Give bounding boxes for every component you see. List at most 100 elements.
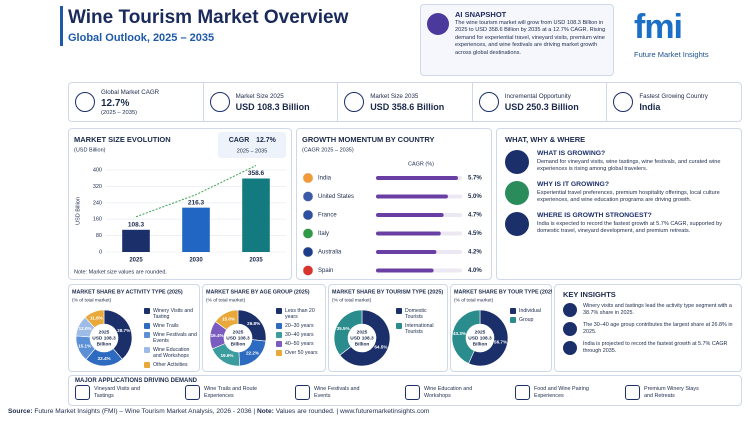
value-label: 4.2% xyxy=(468,250,482,256)
donut-chart: MARKET SHARE BY TOURISM TYPE (2025) (% of… xyxy=(332,289,443,367)
donut-chart: MARKET SHARE BY AGE GROUP (2025) (% of to… xyxy=(206,289,310,367)
legend-swatch xyxy=(144,362,150,368)
cagr-label: CAGR xyxy=(229,137,250,144)
value-label: 4.7% xyxy=(468,213,482,219)
kpi-value: USD 108.3 Billion xyxy=(235,101,310,112)
legend-swatch xyxy=(510,308,516,314)
legend-label: Winery Visits and Tasting xyxy=(153,308,193,320)
kpi-note: (2025 – 2035) xyxy=(101,109,138,116)
bar-value-label: 108.3 xyxy=(128,222,145,229)
flag-icon xyxy=(302,172,314,184)
key-insights: KEY INSIGHTS Winery visits and tastings … xyxy=(554,284,742,372)
donut-slice xyxy=(84,309,105,329)
chart-title: GROWTH MOMENTUM BY COUNTRY xyxy=(302,135,435,144)
bar xyxy=(242,178,270,252)
value-label: 5.7% xyxy=(468,176,482,182)
center-label: Billion xyxy=(231,341,246,347)
kpi-value: USD 250.3 Billion xyxy=(504,101,579,112)
legend-label: Wine Festivals and Events xyxy=(153,332,197,344)
slice-label: 22.4% xyxy=(98,356,111,361)
kpi-label: Market Size 2025 xyxy=(235,92,284,100)
y-tick-label: 160 xyxy=(93,217,102,223)
page-subtitle: Global Outlook, 2025 – 2035 xyxy=(68,32,215,44)
slice-label: 12.0% xyxy=(79,326,92,331)
chart-subtitle: (% of total market) xyxy=(332,297,372,303)
market-size-chart: MARKET SIZE EVOLUTION (USD Billion) CAGR 12… xyxy=(74,132,286,275)
legend-swatch xyxy=(510,317,516,323)
slice-label: 43.3% xyxy=(453,331,466,336)
item-text: WHY IS IT GROWING? Experiential travel pr… xyxy=(537,181,733,205)
kpi-label: Market Size 2035 xyxy=(370,92,419,100)
legend-label: 20–30 years xyxy=(285,323,314,329)
legend-swatch xyxy=(276,332,282,338)
legend-item: Domestic Tourists xyxy=(396,308,445,320)
legend-swatch xyxy=(276,323,282,329)
legend-swatch xyxy=(396,323,402,329)
bar xyxy=(376,268,434,273)
donut-chart: MARKET SHARE BY ACTIVITY TYPE (2025) (% o… xyxy=(72,289,183,367)
center-label: 2025 xyxy=(233,329,244,335)
legend-item: Wine Trails xyxy=(144,323,197,329)
y-tick-label: 240 xyxy=(93,200,102,206)
item-text: WHAT IS GROWING? Demand for vineyard visi… xyxy=(537,150,733,174)
donut-slice xyxy=(214,309,239,331)
application-icon xyxy=(515,385,530,400)
footer-source-label: Source: xyxy=(8,408,33,415)
kpi-icon xyxy=(478,92,499,112)
bar xyxy=(376,231,441,236)
application-icon xyxy=(625,385,640,400)
donut-slice xyxy=(451,309,481,364)
legend-swatch xyxy=(276,350,282,356)
kpi-text: Fastest Growing Country India xyxy=(639,93,707,112)
kpi-label: Fastest Growing Country xyxy=(639,92,708,100)
cagr-value: 12.7% xyxy=(256,137,277,144)
legend-item: 20–30 years xyxy=(276,323,323,329)
chart-note: Note: Market size values are rounded. xyxy=(74,269,167,275)
ai-text: The wine tourism market will grow from U… xyxy=(455,20,606,56)
footer-note-label: Note: xyxy=(256,408,274,415)
chart-subtitle: (% of total market) xyxy=(454,297,494,303)
trend-arrow xyxy=(135,165,257,218)
kpi-icon xyxy=(75,92,95,112)
flag-icon xyxy=(302,246,314,258)
slice-label: 15.1% xyxy=(78,343,91,348)
insight-item: WHAT IS GROWING? Demand for vineyard visi… xyxy=(505,150,733,174)
slice-label: 19.6% xyxy=(220,353,233,358)
donut-slice xyxy=(468,309,509,367)
legend-swatch xyxy=(144,332,150,338)
chart-title: MARKET SHARE BY TOURISM TYPE (2025) xyxy=(332,289,443,295)
application-icon xyxy=(295,385,310,400)
logo-mark: fmi xyxy=(634,8,683,46)
legend-item: Individual xyxy=(510,308,549,314)
legend-label: Wine Trails xyxy=(153,323,179,329)
kpi: Market Size 2025 USD 108.3 Billion xyxy=(202,83,338,121)
section-title: MAJOR APPLICATIONS DRIVING DEMAND xyxy=(75,378,198,384)
chart-subtitle: (CAGR 2025 – 2035) xyxy=(302,147,354,153)
what-why-where: WHAT, WHY & WHERE WHAT IS GROWING? Demand… xyxy=(496,128,742,280)
bar xyxy=(376,194,448,199)
donut-slice xyxy=(339,309,391,367)
y-tick-label: 80 xyxy=(96,233,102,239)
legend-item: Wine Festivals and Events xyxy=(144,332,197,344)
item-body: India is expected to record the fastest … xyxy=(537,221,723,234)
center-label: 2025 xyxy=(475,329,486,335)
chart-subtitle: (% of total market) xyxy=(206,297,246,303)
item-heading: WHAT IS GROWING? xyxy=(537,150,606,157)
flag-icon xyxy=(302,265,314,276)
chart-title: MARKET SHARE BY ACTIVITY TYPE (2025) xyxy=(72,289,183,295)
cagr-box xyxy=(218,132,286,158)
item-heading: WHY IS IT GROWING? xyxy=(537,181,609,188)
category-label: United States xyxy=(318,194,354,200)
item-icon xyxy=(505,212,529,236)
kpi: Global Market CAGR 12.7% (2025 – 2035) xyxy=(69,83,203,121)
chart-subtitle: (USD Billion) xyxy=(74,147,106,153)
flag-icon xyxy=(302,209,314,221)
slice-label: 35.5% xyxy=(337,326,350,331)
y-tick-label: 400 xyxy=(93,167,102,173)
center-label: 2025 xyxy=(99,329,110,335)
application: Wine Trails and Route Experiences xyxy=(185,385,295,400)
item-text: WHERE IS GROWTH STRONGEST? India is expec… xyxy=(537,212,733,236)
center-label: USD 108.3 xyxy=(226,335,250,341)
value-label: 4.5% xyxy=(468,231,482,237)
